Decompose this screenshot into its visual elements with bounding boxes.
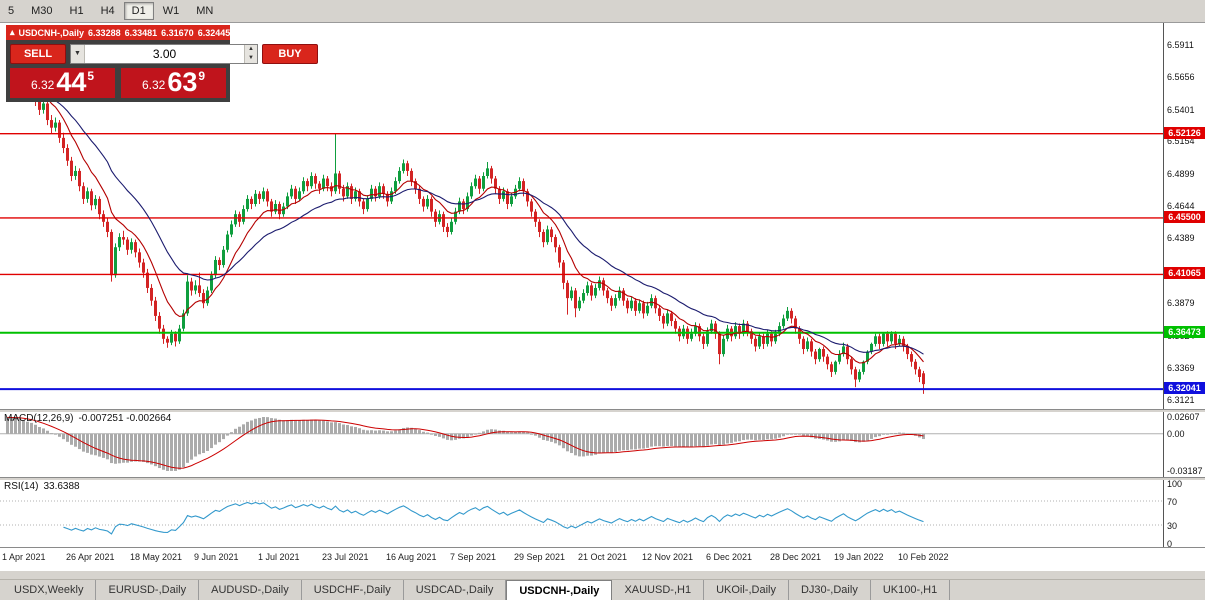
timeframe-button-W1[interactable]: W1 bbox=[155, 2, 188, 20]
chart-tab[interactable]: UKOil-,Daily bbox=[704, 580, 789, 600]
date-axis-label: 1 Apr 2021 bbox=[2, 552, 46, 562]
bid-price-prefix: 6.32 bbox=[30, 78, 55, 92]
rsi-axis-tick: 70 bbox=[1167, 497, 1178, 507]
macd-indicator-panel[interactable] bbox=[0, 411, 1164, 477]
chart-title-bar[interactable]: ▴ USDCNH-,Daily 6.33288 6.33481 6.31670 … bbox=[6, 25, 230, 40]
horizontal-scrollbar[interactable] bbox=[0, 571, 1205, 580]
rsi-axis-tick: 30 bbox=[1167, 521, 1178, 531]
price-axis-tick: 6.5656 bbox=[1167, 72, 1195, 83]
panel-separator[interactable] bbox=[0, 477, 1205, 480]
price-axis-tick: 6.4389 bbox=[1167, 233, 1195, 244]
volume-input[interactable] bbox=[85, 45, 244, 63]
price-axis-tick: 6.5911 bbox=[1167, 39, 1194, 50]
date-axis-label: 1 Jul 2021 bbox=[258, 552, 300, 562]
rsi-label: RSI(14) 33.6388 bbox=[4, 481, 80, 492]
macd-axis-tick: -0.03187 bbox=[1167, 466, 1203, 476]
date-axis-label: 18 May 2021 bbox=[130, 552, 183, 562]
chart-tab[interactable]: DJ30-,Daily bbox=[789, 580, 871, 600]
bottom-bar: USDX,Weekly EURUSD-,Daily AUDUSD-,Daily USD… bbox=[0, 570, 1205, 600]
timeframe-toolbar: 5 M30 H1 H4 D1 W1 MN bbox=[0, 0, 1205, 23]
collapse-icon[interactable]: ▴ bbox=[10, 27, 15, 37]
date-axis-label: 10 Feb 2022 bbox=[898, 552, 949, 562]
date-axis-label: 21 Oct 2021 bbox=[578, 552, 628, 562]
rsi-indicator-panel[interactable] bbox=[0, 479, 1164, 547]
price-axis-tick: 6.4644 bbox=[1167, 201, 1195, 212]
date-axis-label: 23 Jul 2021 bbox=[322, 552, 369, 562]
price-level-badge: 6.32041 bbox=[1164, 382, 1205, 395]
chart-tab[interactable]: USDCHF-,Daily bbox=[302, 580, 404, 600]
timeframe-button-H4[interactable]: H4 bbox=[93, 2, 123, 20]
price-level-badge: 6.45500 bbox=[1164, 210, 1205, 223]
chart-tab[interactable]: USDX,Weekly bbox=[2, 580, 97, 600]
timeframe-button-H1[interactable]: H1 bbox=[62, 2, 92, 20]
date-axis-label: 7 Sep 2021 bbox=[450, 552, 497, 562]
date-axis-label: 19 Jan 2022 bbox=[834, 552, 884, 562]
chart-tab[interactable]: USDCAD-,Daily bbox=[404, 580, 507, 600]
date-axis-label: 12 Nov 2021 bbox=[642, 552, 694, 562]
chart-tab[interactable]: XAUUSD-,H1 bbox=[612, 580, 705, 600]
volume-down-arrow-icon[interactable]: ▼ bbox=[248, 55, 254, 61]
date-axis-label: 6 Dec 2021 bbox=[706, 552, 753, 562]
chart-symbol: USDCNH-,Daily bbox=[18, 27, 85, 38]
bid-price-big: 44 bbox=[56, 67, 87, 97]
buy-button[interactable]: BUY bbox=[262, 44, 318, 64]
price-axis-tick: 6.3121 bbox=[1167, 394, 1195, 405]
chart-tab[interactable]: UK100-,H1 bbox=[871, 580, 951, 600]
price-axis-tick: 6.4899 bbox=[1167, 168, 1195, 179]
ask-price-prefix: 6.32 bbox=[141, 78, 166, 92]
chart-window: MACD(12,26,9) -0.007251 -0.002664 RSI(14)… bbox=[0, 23, 1205, 571]
price-candlestick-chart[interactable] bbox=[0, 23, 1164, 409]
chart-tab[interactable]: AUDUSD-,Daily bbox=[199, 580, 302, 600]
price-axis-tick: 6.5401 bbox=[1167, 104, 1195, 115]
timeframe-button-D1[interactable]: D1 bbox=[123, 2, 154, 20]
timeframe-button-MN[interactable]: MN bbox=[188, 2, 221, 20]
date-axis-label: 9 Jun 2021 bbox=[194, 552, 239, 562]
macd-axis-tick: 0.00 bbox=[1167, 428, 1185, 439]
date-axis-label: 28 Dec 2021 bbox=[770, 552, 822, 562]
ask-price[interactable]: 6.32 63 9 bbox=[121, 68, 226, 98]
chart-tab[interactable]: EURUSD-,Daily bbox=[96, 580, 200, 600]
sell-button[interactable]: SELL bbox=[10, 44, 66, 64]
timeframe-button-5[interactable]: 5 bbox=[0, 2, 22, 20]
bid-price-pip: 5 bbox=[87, 69, 95, 83]
timeframe-button-M30[interactable]: M30 bbox=[23, 2, 60, 20]
ohlc-open: 6.33288 bbox=[88, 27, 121, 38]
one-click-trading-panel: ▴ USDCNH-,Daily 6.33288 6.33481 6.31670 … bbox=[6, 25, 318, 102]
macd-values: -0.007251 -0.002664 bbox=[78, 413, 172, 424]
chart-tab[interactable]: USDCNH-,Daily bbox=[506, 580, 613, 600]
rsi-value: 33.6388 bbox=[43, 481, 80, 492]
ohlc-close: 6.32445 bbox=[197, 27, 231, 38]
date-axis-label: 26 Apr 2021 bbox=[66, 552, 115, 562]
panel-separator[interactable] bbox=[0, 409, 1205, 412]
macd-axis-tick: 0.02607 bbox=[1167, 412, 1200, 422]
date-axis-label: 29 Sep 2021 bbox=[514, 552, 566, 562]
ask-price-pip: 9 bbox=[198, 69, 206, 83]
price-level-badge: 6.41065 bbox=[1164, 267, 1205, 280]
chart-tabs: USDX,Weekly EURUSD-,Daily AUDUSD-,Daily USD… bbox=[0, 580, 1205, 600]
bid-price[interactable]: 6.32 44 5 bbox=[10, 68, 115, 98]
ask-price-big: 63 bbox=[167, 67, 198, 97]
volume-dropdown-arrow-icon[interactable]: ▼ bbox=[71, 45, 85, 63]
price-axis-tick: 6.3879 bbox=[1167, 298, 1195, 309]
macd-label: MACD(12,26,9) -0.007251 -0.002664 bbox=[4, 413, 171, 424]
price-level-badge: 6.36473 bbox=[1164, 325, 1205, 338]
rsi-title: RSI(14) bbox=[4, 481, 39, 492]
rsi-axis-tick: 0 bbox=[1167, 539, 1173, 549]
price-axis-tick: 6.5154 bbox=[1167, 136, 1195, 147]
date-axis-label: 16 Aug 2021 bbox=[386, 552, 437, 562]
date-axis: 1 Apr 2021 26 Apr 2021 18 May 2021 9 Jun 20… bbox=[0, 547, 1205, 571]
price-axis-tick: 6.3369 bbox=[1167, 363, 1195, 374]
ohlc-high: 6.33481 bbox=[124, 27, 158, 38]
volume-up-arrow-icon[interactable]: ▲ bbox=[248, 46, 254, 52]
price-level-badge: 6.52126 bbox=[1164, 126, 1205, 139]
volume-stepper: ▲ ▼ bbox=[244, 45, 257, 63]
ohlc-low: 6.31670 bbox=[161, 27, 194, 38]
macd-title: MACD(12,26,9) bbox=[4, 413, 74, 424]
volume-field: ▼ ▲ ▼ bbox=[70, 44, 258, 64]
rsi-axis-tick: 100 bbox=[1167, 479, 1183, 489]
price-axis: 6.5911 6.5656 6.5401 6.5154 6.4899 6.4644 6.43… bbox=[1163, 23, 1205, 549]
